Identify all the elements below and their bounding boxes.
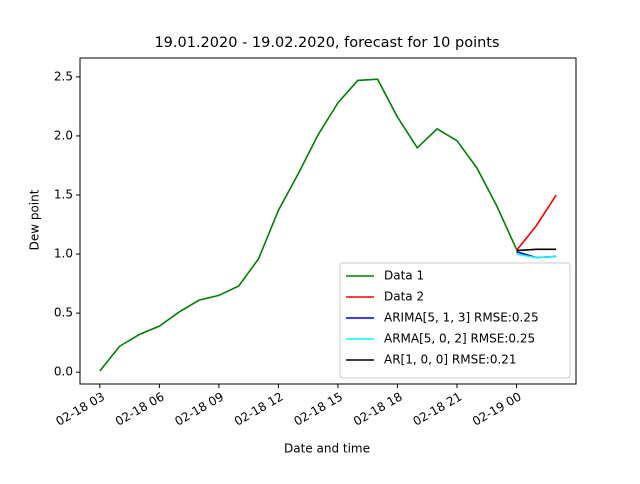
x-axis-label: Date and time	[284, 442, 370, 456]
x-tick-label: 02-18 09	[172, 390, 226, 429]
x-tick-label: 02-18 12	[232, 390, 286, 429]
legend-box	[339, 262, 571, 379]
legend-label: ARIMA[5, 1, 3] RMSE:0.25	[384, 311, 539, 325]
y-tick-label: 0.0	[54, 365, 73, 379]
x-tick-label: 02-19 00	[470, 390, 524, 429]
legend-label: AR[1, 0, 0] RMSE:0.21	[384, 353, 517, 367]
x-tick-label: 02-18 21	[410, 390, 464, 429]
x-tick-label: 02-18 15	[291, 390, 345, 429]
legend-label: ARMA[5, 0, 2] RMSE:0.25	[384, 332, 535, 346]
plot-frame	[79, 57, 577, 385]
x-tick-label: 02-18 03	[53, 390, 107, 429]
y-axis-label: Dew point	[28, 189, 42, 250]
data-line	[99, 78, 518, 372]
data-line	[516, 253, 557, 259]
y-tick-label: 1.5	[54, 188, 73, 202]
data-line	[515, 194, 557, 252]
y-tick-label: 1.0	[54, 247, 73, 261]
chart-title: 19.01.2020 - 19.02.2020, forecast for 10…	[154, 35, 499, 51]
x-tick-label: 02-18 06	[113, 390, 167, 429]
data-line	[516, 248, 557, 252]
legend-label: Data 1	[384, 269, 424, 283]
y-tick-label: 2.5	[54, 69, 73, 83]
y-tick-label: 2.0	[54, 128, 73, 142]
legend-label: Data 2	[384, 290, 424, 304]
x-tick-label: 02-18 18	[351, 390, 405, 429]
y-tick-label: 0.5	[54, 306, 73, 320]
